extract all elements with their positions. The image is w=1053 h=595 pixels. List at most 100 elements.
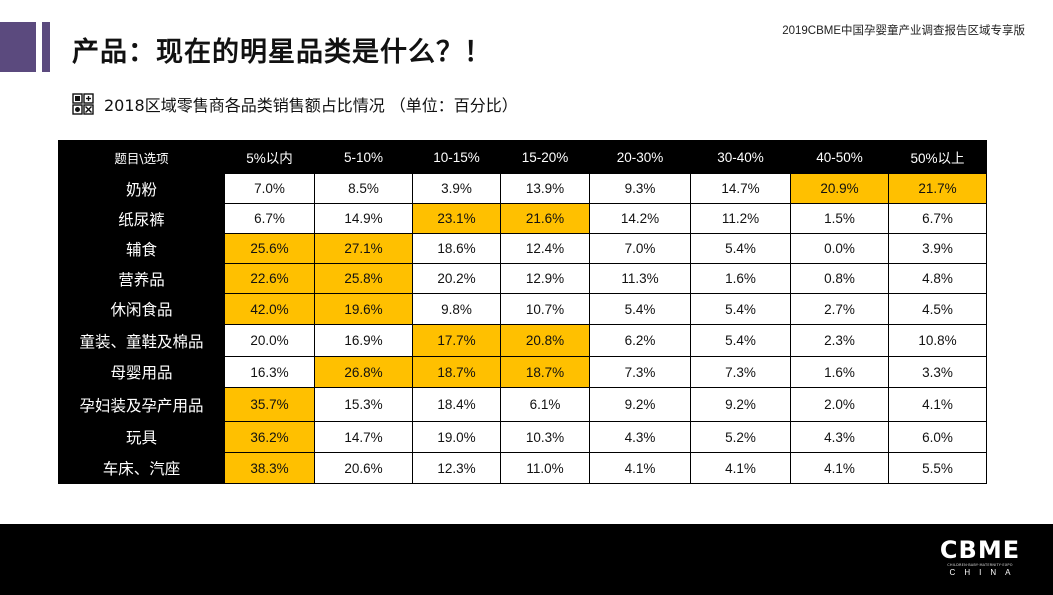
table-cell: 26.8% <box>314 356 413 388</box>
table-row: 纸尿裤 6.7% 14.9% 23.1% 21.6% 14.2% 11.2% 1.5% 6.7% <box>58 203 987 234</box>
table-cell: 20.6% <box>314 452 413 484</box>
column-header: 30-40% <box>690 140 791 174</box>
table-cell: 0.8% <box>790 263 889 294</box>
table-cell: 1.6% <box>790 356 889 388</box>
table-cell: 1.5% <box>790 203 889 234</box>
table-cell: 5.4% <box>589 293 691 325</box>
table-cell: 5.4% <box>690 233 791 264</box>
row-label: 辅食 <box>58 233 225 264</box>
table-cell: 5.5% <box>888 452 987 484</box>
table-cell: 5.4% <box>690 293 791 325</box>
table-cell: 4.1% <box>888 387 987 422</box>
logo-tagline: CHILDREN·BABY·MATERNITY·EXPO <box>947 563 1013 567</box>
row-label: 玩具 <box>58 421 225 453</box>
column-header: 40-50% <box>790 140 889 174</box>
row-label: 童装、童鞋及棉品 <box>58 324 225 357</box>
table-cell: 27.1% <box>314 233 413 264</box>
accent-bar-thin <box>42 22 50 72</box>
table-cell: 17.7% <box>412 324 501 357</box>
table-cell: 1.6% <box>690 263 791 294</box>
footer-bar: CBME CHILDREN·BABY·MATERNITY·EXPO CHINA <box>0 524 1053 595</box>
column-header: 50%以上 <box>888 140 987 174</box>
table-cell: 9.2% <box>690 387 791 422</box>
table-cell: 14.7% <box>690 173 791 204</box>
table-cell: 13.9% <box>500 173 590 204</box>
column-header: 5%以内 <box>224 140 315 174</box>
report-name: 2019CBME中国孕婴童产业调查报告区域专享版 <box>782 25 1025 37</box>
column-header: 20-30% <box>589 140 691 174</box>
table-row: 车床、汽座 38.3% 20.6% 12.3% 11.0% 4.1% 4.1% 4.1% 5.5… <box>58 452 987 484</box>
table-cell: 9.2% <box>589 387 691 422</box>
table-cell: 36.2% <box>224 421 315 453</box>
table-cell: 35.7% <box>224 387 315 422</box>
grid-chart-icon <box>72 93 94 115</box>
table-cell: 12.4% <box>500 233 590 264</box>
table-cell: 20.2% <box>412 263 501 294</box>
table-row: 玩具 36.2% 14.7% 19.0% 10.3% 4.3% 5.2% 4.3% 6.0% <box>58 421 987 453</box>
table-cell: 19.6% <box>314 293 413 325</box>
table-cell: 21.7% <box>888 173 987 204</box>
table-cell: 10.8% <box>888 324 987 357</box>
column-header: 5-10% <box>314 140 413 174</box>
table-cell: 20.0% <box>224 324 315 357</box>
table-cell: 12.9% <box>500 263 590 294</box>
page-title: 产品：现在的明星品类是什么？！ <box>72 37 492 68</box>
column-header: 15-20% <box>500 140 590 174</box>
table-cell: 22.6% <box>224 263 315 294</box>
table-cell: 9.3% <box>589 173 691 204</box>
table-cell: 4.3% <box>790 421 889 453</box>
table-cell: 11.0% <box>500 452 590 484</box>
table-cell: 20.8% <box>500 324 590 357</box>
row-label: 纸尿裤 <box>58 203 225 234</box>
subtitle: 2018区域零售商各品类销售额占比情况 （单位：百分比） <box>104 96 518 115</box>
table-row: 营养品 22.6% 25.8% 20.2% 12.9% 11.3% 1.6% 0.8% 4.8% <box>58 263 987 294</box>
table-cell: 42.0% <box>224 293 315 325</box>
table-cell: 6.1% <box>500 387 590 422</box>
table-cell: 25.6% <box>224 233 315 264</box>
cbme-logo: CBME CHILDREN·BABY·MATERNITY·EXPO CHINA <box>935 538 1025 578</box>
table-row: 休闲食品 42.0% 19.6% 9.8% 10.7% 5.4% 5.4% 2.7% 4.5% <box>58 293 987 325</box>
table-cell: 6.0% <box>888 421 987 453</box>
table-row: 童装、童鞋及棉品 20.0% 16.9% 17.7% 20.8% 6.2% 5.4% 2.3%… <box>58 324 987 357</box>
table-cell: 3.9% <box>412 173 501 204</box>
table-cell: 7.3% <box>690 356 791 388</box>
corner-header: 题目\选项 <box>58 140 225 174</box>
row-label: 休闲食品 <box>58 293 225 325</box>
row-label: 营养品 <box>58 263 225 294</box>
table-row: 辅食 25.6% 27.1% 18.6% 12.4% 7.0% 5.4% 0.0% 3.9% <box>58 233 987 264</box>
table-cell: 3.9% <box>888 233 987 264</box>
table-cell: 18.4% <box>412 387 501 422</box>
table-cell: 2.7% <box>790 293 889 325</box>
table-cell: 10.7% <box>500 293 590 325</box>
table-cell: 14.7% <box>314 421 413 453</box>
sales-share-table: 题目\选项 5%以内 5-10% 10-15% 15-20% 20-30% 30-40% 4… <box>58 140 987 484</box>
table-cell: 5.4% <box>690 324 791 357</box>
table-cell: 14.2% <box>589 203 691 234</box>
table-cell: 3.3% <box>888 356 987 388</box>
table-cell: 2.3% <box>790 324 889 357</box>
table-cell: 12.3% <box>412 452 501 484</box>
table-cell: 25.8% <box>314 263 413 294</box>
table-header-row: 题目\选项 5%以内 5-10% 10-15% 15-20% 20-30% 30-40% 4… <box>58 140 987 174</box>
table-cell: 7.0% <box>224 173 315 204</box>
table-cell: 11.3% <box>589 263 691 294</box>
table-cell: 4.5% <box>888 293 987 325</box>
table-cell: 4.8% <box>888 263 987 294</box>
table-cell: 23.1% <box>412 203 501 234</box>
table-cell: 5.2% <box>690 421 791 453</box>
table-cell: 0.0% <box>790 233 889 264</box>
table-cell: 4.1% <box>790 452 889 484</box>
table-cell: 6.7% <box>888 203 987 234</box>
table-cell: 4.1% <box>589 452 691 484</box>
logo-text: CBME <box>939 536 1021 564</box>
table-cell: 18.7% <box>412 356 501 388</box>
table-cell: 2.0% <box>790 387 889 422</box>
table-cell: 8.5% <box>314 173 413 204</box>
row-label: 车床、汽座 <box>58 452 225 484</box>
table-cell: 18.7% <box>500 356 590 388</box>
table-cell: 38.3% <box>224 452 315 484</box>
table-row: 母婴用品 16.3% 26.8% 18.7% 18.7% 7.3% 7.3% 1.6% 3.3% <box>58 356 987 388</box>
accent-bar <box>0 22 36 72</box>
table-cell: 20.9% <box>790 173 889 204</box>
row-label: 孕妇装及孕产用品 <box>58 387 225 422</box>
